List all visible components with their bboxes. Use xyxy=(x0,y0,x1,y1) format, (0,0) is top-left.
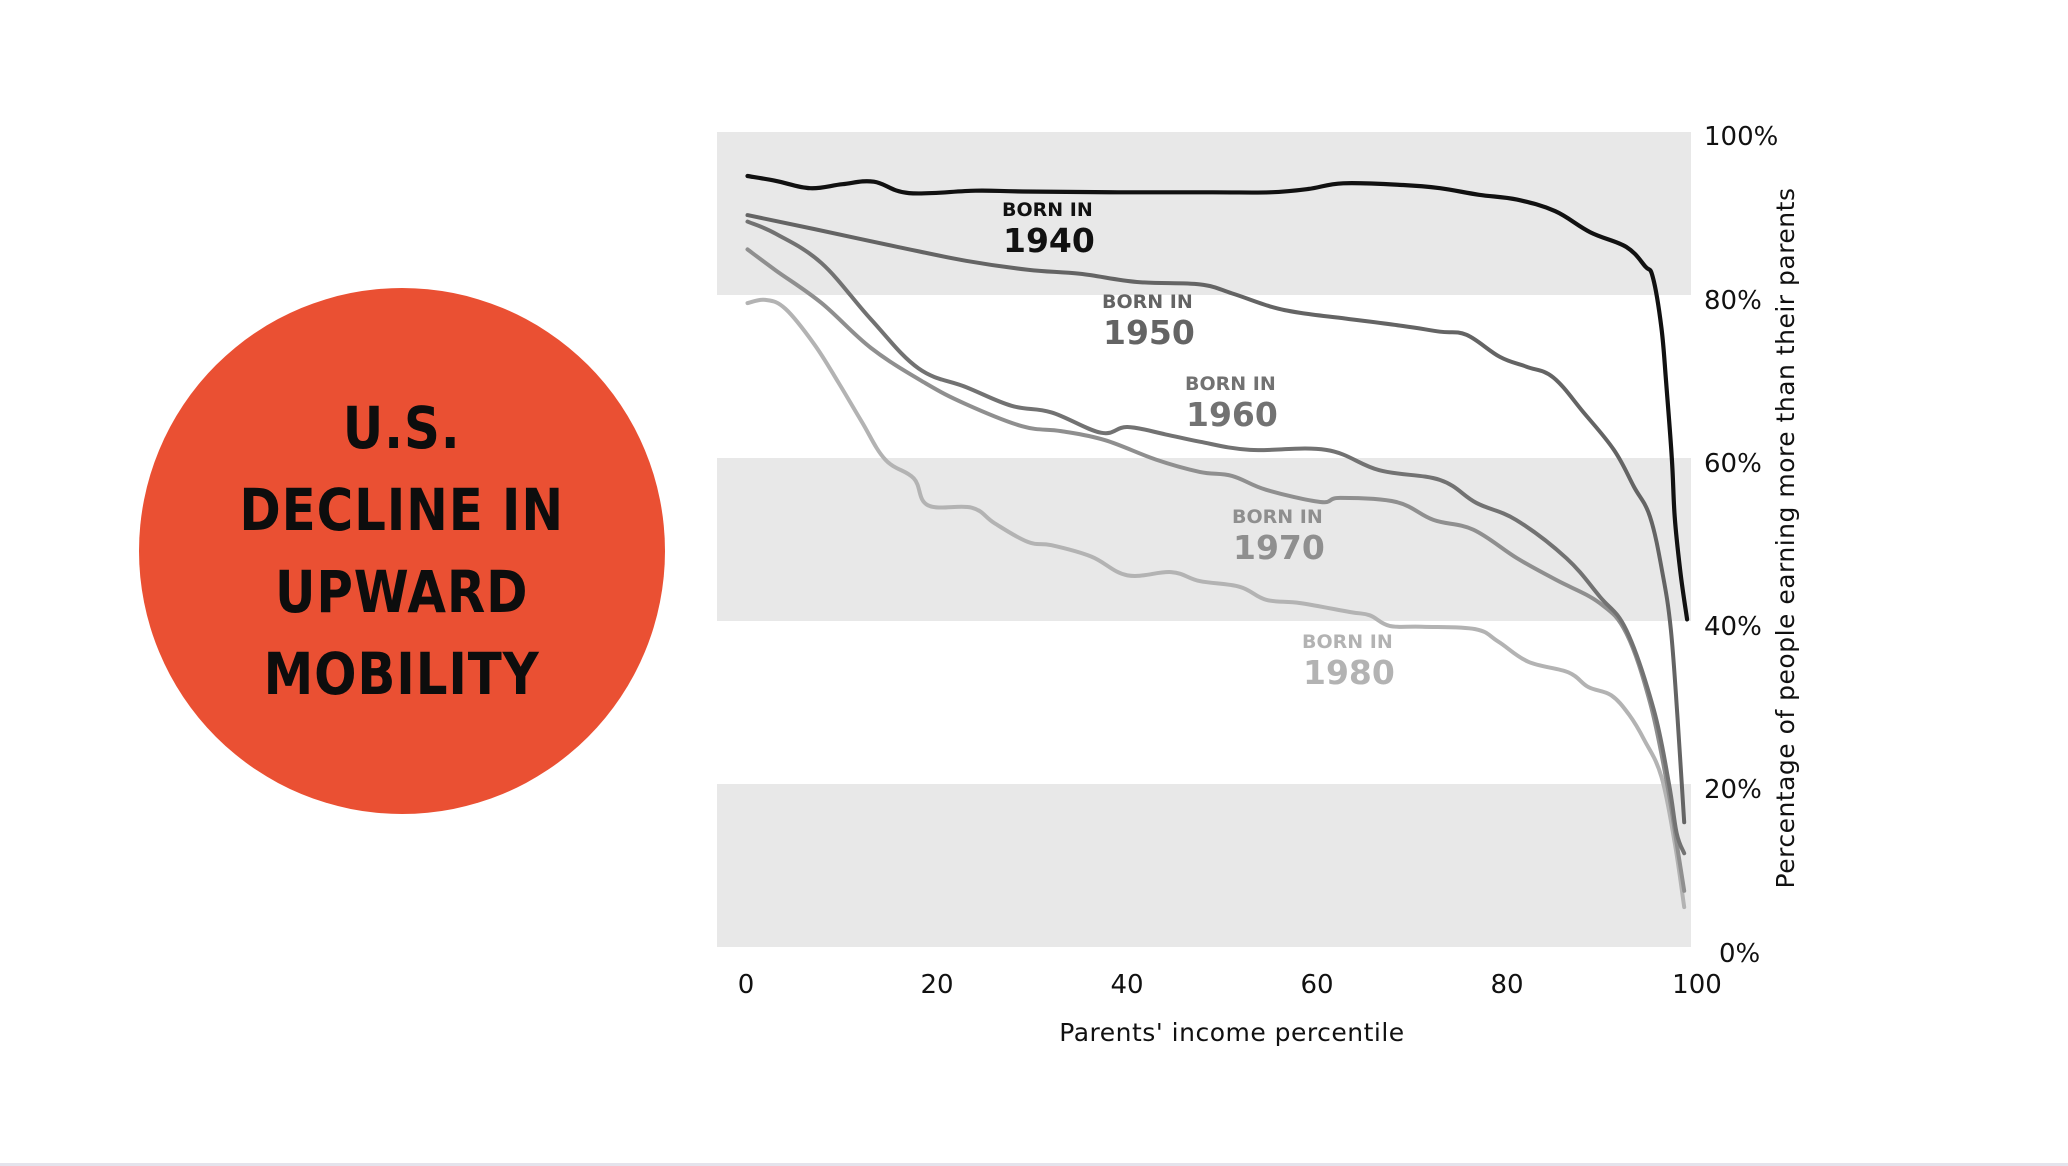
x-tick-100: 100 xyxy=(1672,970,1722,1000)
y-tick-40: 40% xyxy=(1704,612,1762,642)
x-tick-40: 40 xyxy=(1110,970,1143,1000)
x-tick-20: 20 xyxy=(920,970,953,1000)
badge-title-line-3: UPWARD xyxy=(275,558,529,626)
series-line-1960 xyxy=(745,219,1687,856)
series-lines xyxy=(745,173,1690,910)
badge-title-line-4: MOBILITY xyxy=(263,640,540,708)
series-label-year: 1970 xyxy=(1233,528,1325,567)
x-tick-0: 0 xyxy=(738,970,755,1000)
y-tick-20: 20% xyxy=(1704,775,1762,805)
series-label-year: 1940 xyxy=(1003,221,1095,260)
series-label-born-in: BORN IN xyxy=(1002,199,1093,221)
series-line-1950 xyxy=(745,213,1687,825)
band-40-60 xyxy=(717,458,1691,621)
series-label-born-in: BORN IN xyxy=(1185,373,1276,395)
y-tick-80: 80% xyxy=(1704,286,1762,316)
title-badge: U.S. DECLINE IN UPWARD MOBILITY xyxy=(139,288,665,814)
x-axis-ticks: 0 20 40 60 80 100 xyxy=(738,970,1722,1000)
y-tick-0: 0% xyxy=(1719,939,1760,969)
series-label-born-in: BORN IN xyxy=(1102,291,1193,313)
band-80-100 xyxy=(717,132,1691,295)
series-label-born-in: BORN IN xyxy=(1232,506,1323,528)
badge-title-line-2: DECLINE IN xyxy=(239,476,565,544)
x-tick-60: 60 xyxy=(1300,970,1333,1000)
badge-title-line-1: U.S. xyxy=(343,394,461,462)
series-label-year: 1960 xyxy=(1186,395,1278,434)
series-label-born-in: BORN IN xyxy=(1302,631,1393,653)
y-tick-60: 60% xyxy=(1704,449,1762,479)
background-bands xyxy=(717,132,1691,947)
series-label-year: 1980 xyxy=(1303,653,1395,692)
bottom-edge-strip xyxy=(0,1163,2068,1166)
series-label-year: 1950 xyxy=(1103,313,1195,352)
x-axis-title: Parents' income percentile xyxy=(1059,1018,1404,1047)
x-tick-80: 80 xyxy=(1490,970,1523,1000)
y-tick-100: 100% xyxy=(1704,122,1778,152)
y-axis-title: Percentage of people earning more than t… xyxy=(1771,188,1800,889)
series-line-1940 xyxy=(745,173,1690,622)
series-line-1980 xyxy=(745,297,1687,910)
y-axis-ticks: 100% 80% 60% 40% 20% 0% xyxy=(1704,122,1778,969)
band-0-20 xyxy=(717,784,1691,947)
badge-title: U.S. DECLINE IN UPWARD MOBILITY xyxy=(240,387,565,715)
